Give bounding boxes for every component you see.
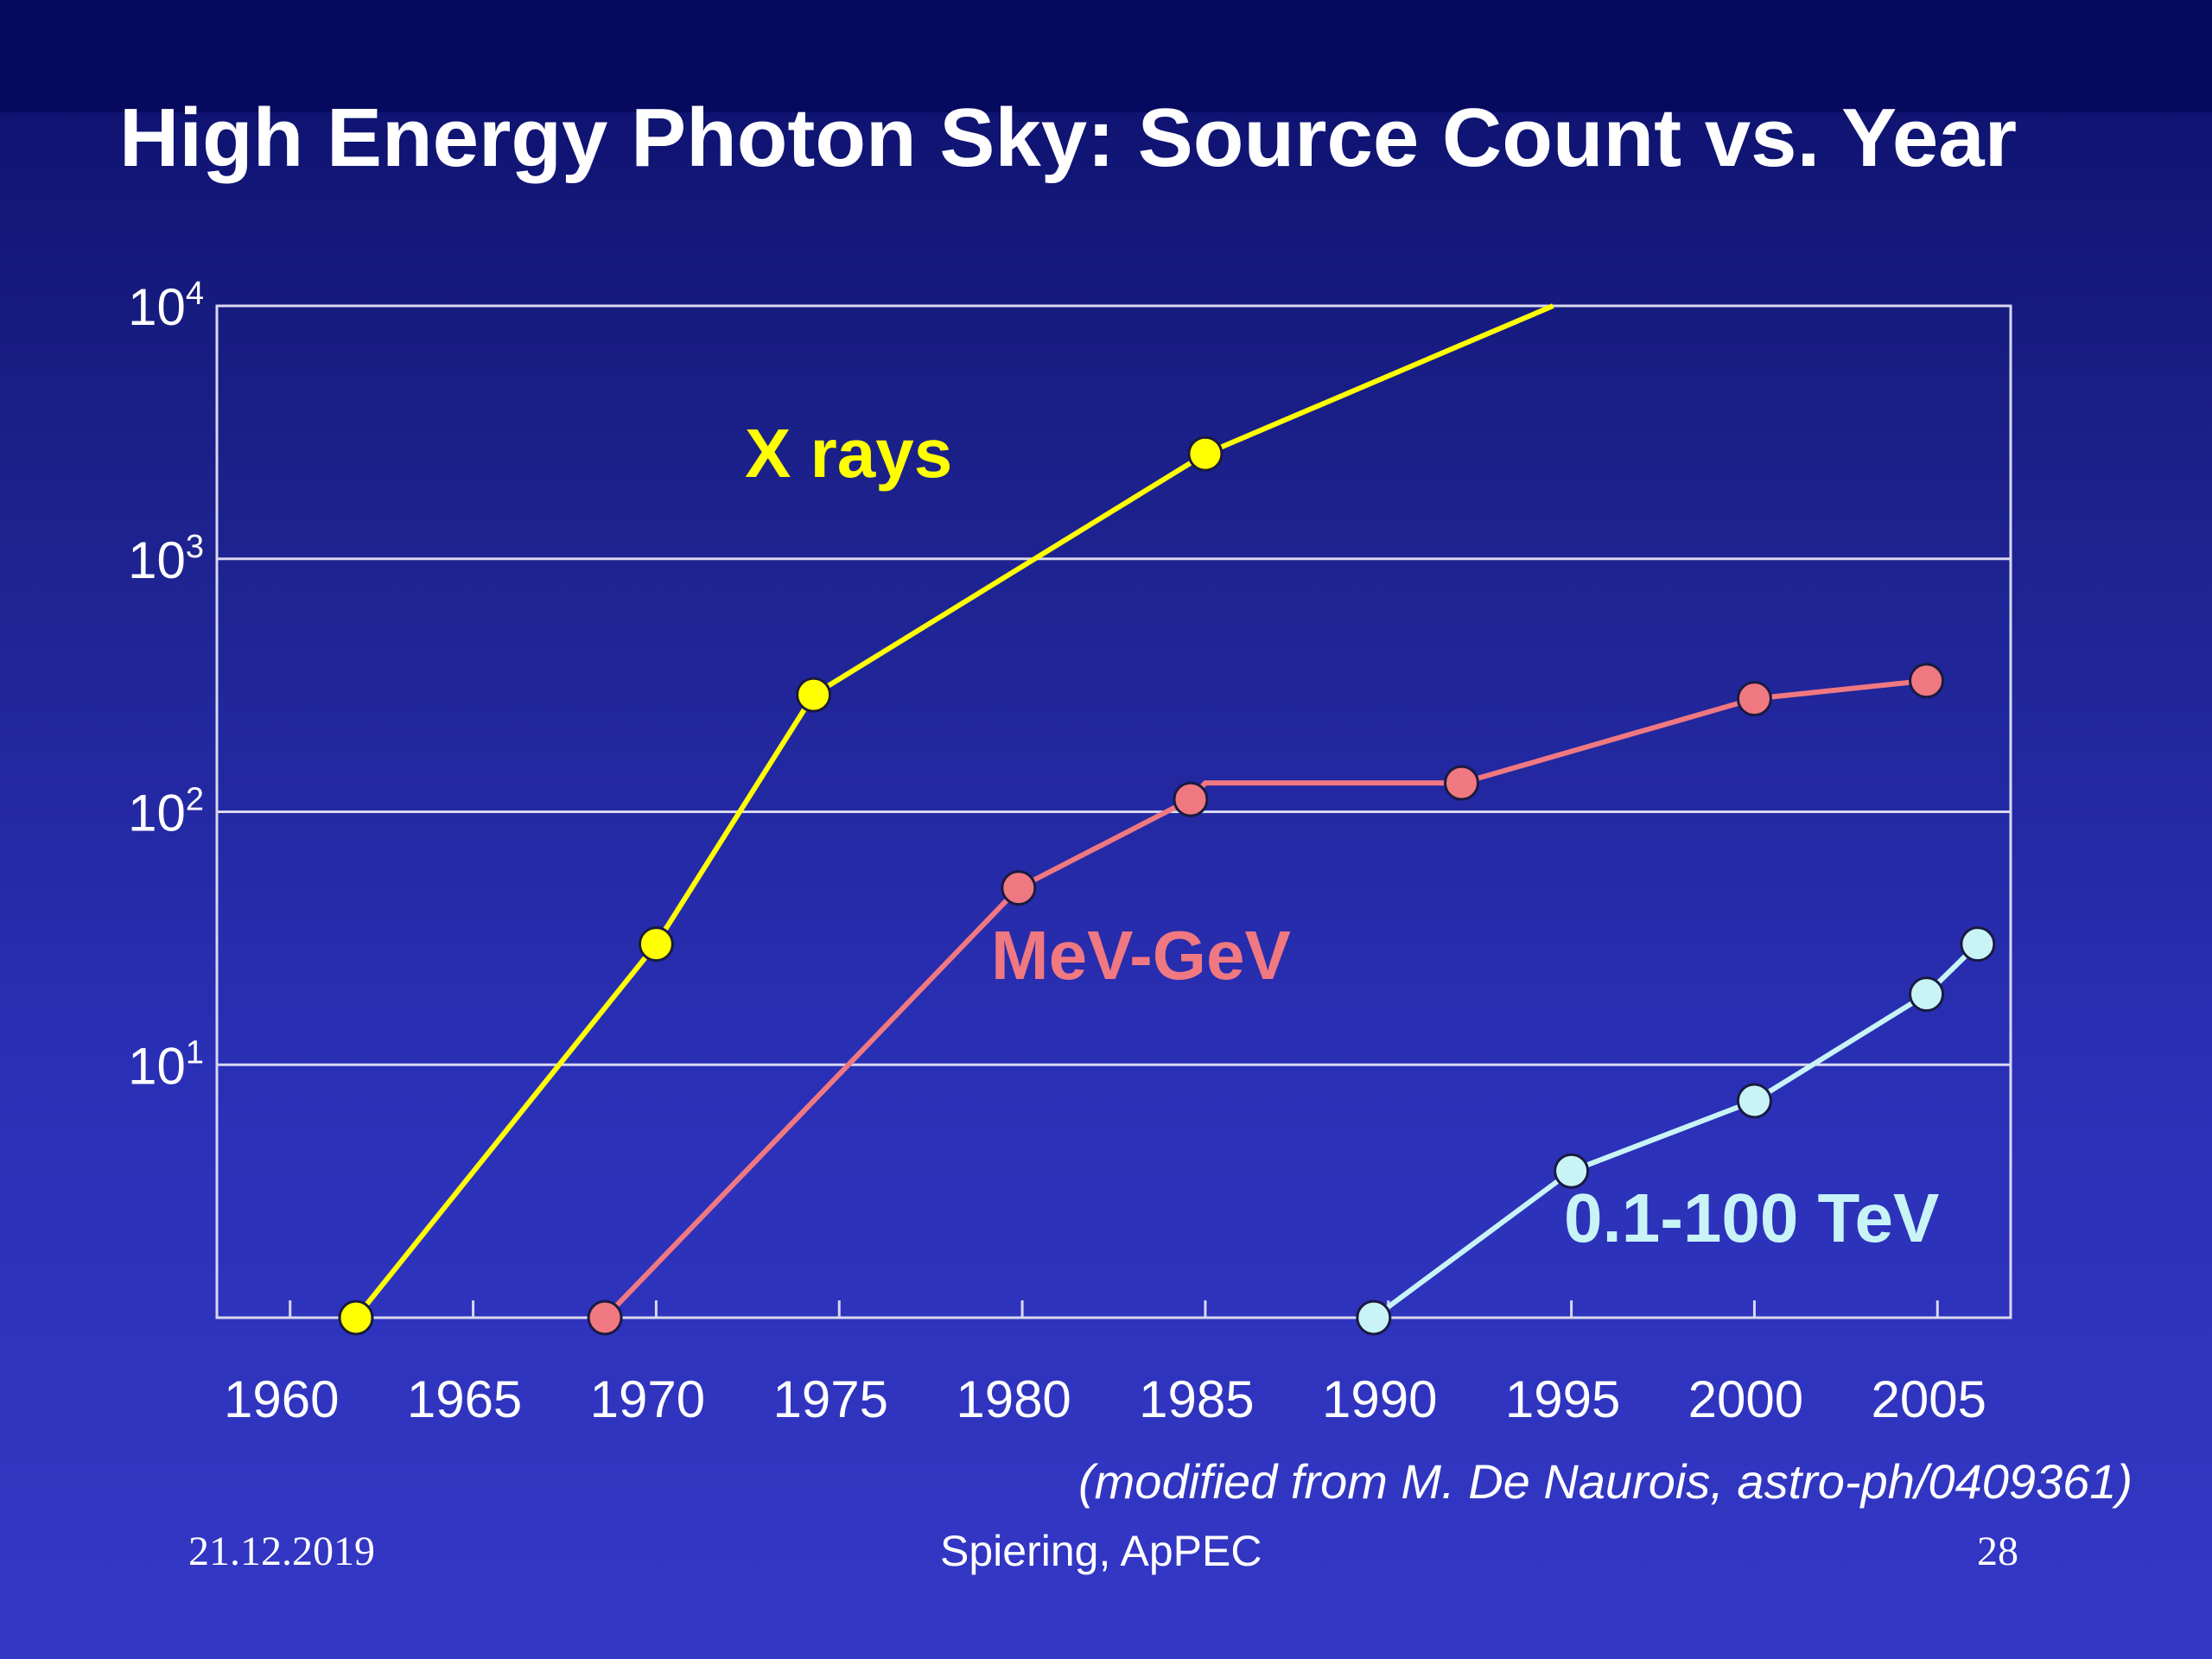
x-tick-label: 1980 [956, 1370, 1071, 1428]
y-axis-ticks: 101 102 103 104 [128, 276, 204, 1095]
series-label-mev-gev: MeV-GeV [991, 917, 1291, 994]
y-tick-label: 102 [128, 782, 204, 842]
x-tick-label: 1995 [1505, 1370, 1620, 1428]
x-tick-label: 2000 [1688, 1370, 1803, 1428]
y-tick-label: 101 [128, 1034, 204, 1095]
x-tick-label: 1985 [1139, 1370, 1254, 1428]
data-point-mev-gev [1909, 663, 1945, 699]
data-point-x-rays [338, 1300, 374, 1336]
series-line-0-1-100-tev [1372, 942, 1980, 1320]
y-tick-label: 103 [128, 529, 204, 589]
series-line-extension-x-rays [1204, 303, 1554, 457]
footer-page-number: 28 [1977, 1529, 2018, 1574]
x-tick-label: 1975 [773, 1370, 888, 1428]
data-point-0-1-100-tev [1736, 1083, 1772, 1119]
x-tick-label: 1960 [224, 1370, 339, 1428]
data-point-x-rays [638, 926, 674, 963]
y-tick-label: 104 [128, 276, 204, 336]
x-tick-label: 1990 [1322, 1370, 1437, 1428]
slide-title: High Energy Photon Sky: Source Count vs.… [119, 92, 2018, 184]
data-point-mev-gev [1001, 870, 1037, 906]
title-band [0, 0, 2212, 112]
data-point-x-rays [1187, 435, 1224, 472]
data-point-mev-gev [587, 1300, 623, 1336]
x-tick-label: 1970 [590, 1370, 705, 1428]
data-point-mev-gev [1443, 765, 1479, 801]
series-labels: X rays MeV-GeV 0.1-100 TeV [745, 415, 1939, 1256]
x-tick-label: 1965 [407, 1370, 522, 1428]
data-point-mev-gev [1736, 681, 1772, 717]
grid-lines [217, 304, 2011, 1066]
footer-date: 21.12.2019 [188, 1529, 375, 1574]
x-axis-ticks: 1960 1965 1970 1975 1980 1985 1990 1995 2000 2005 [224, 1300, 1986, 1428]
data-point-mev-gev [1173, 781, 1209, 817]
data-point-0-1-100-tev [1960, 926, 1996, 963]
series-label-0-1-100-tev: 0.1-100 TeV [1564, 1179, 1939, 1256]
footer-center: Spiering, ApPEC [940, 1527, 1262, 1575]
series-label-x-rays: X rays [745, 415, 952, 492]
series-group [338, 303, 1996, 1336]
data-point-x-rays [796, 677, 832, 713]
x-tick-label: 2005 [1872, 1370, 1986, 1428]
series-line-x-rays [353, 451, 1207, 1319]
source-note: (modified from M. De Naurois, astro-ph/0… [1078, 1454, 2133, 1509]
data-point-0-1-100-tev [1909, 976, 1945, 1013]
data-point-0-1-100-tev [1554, 1153, 1590, 1189]
data-point-0-1-100-tev [1356, 1300, 1392, 1336]
